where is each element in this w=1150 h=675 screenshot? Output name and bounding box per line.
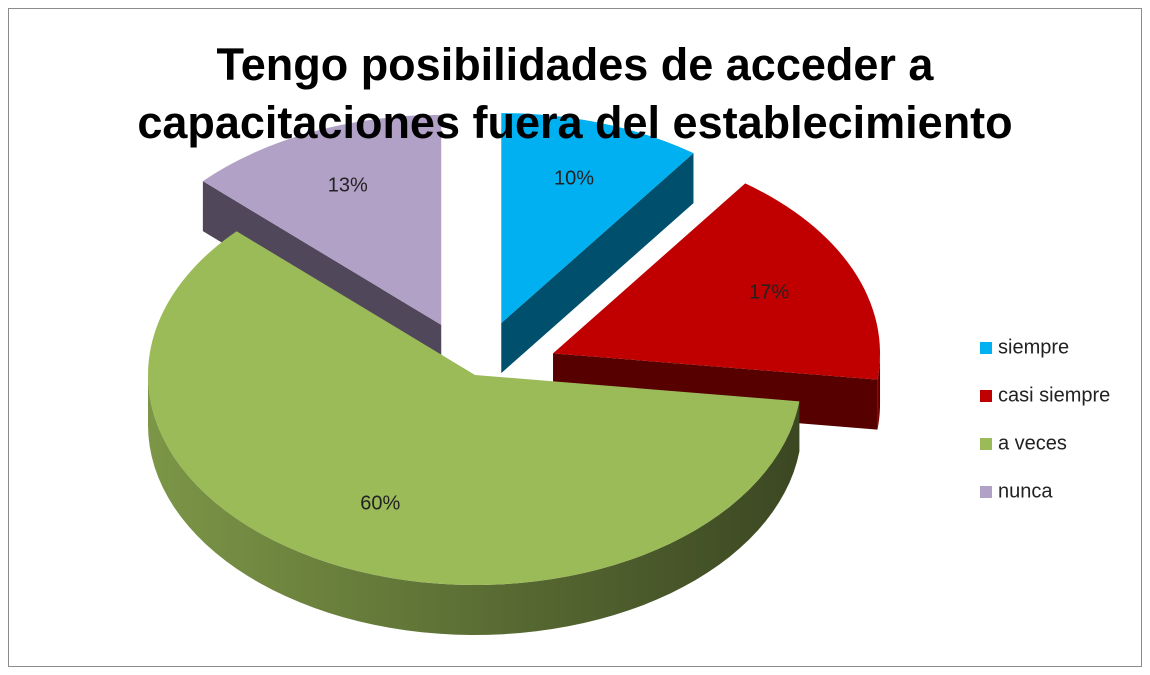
slice — [501, 113, 694, 324]
legend-label: a veces — [998, 432, 1067, 454]
legend-swatch — [980, 390, 992, 402]
legend-label: casi siempre — [998, 384, 1110, 406]
data-label: 13% — [328, 174, 368, 196]
slice — [202, 114, 442, 325]
legend-label: nunca — [998, 480, 1053, 502]
legend-swatch — [980, 342, 992, 354]
slice-outer-wall — [148, 375, 800, 635]
slice-side-wall — [501, 153, 694, 374]
data-label: 60% — [360, 492, 400, 514]
legend-label: siempre — [998, 336, 1069, 358]
chart-title: Tengo posibilidades de acceder a capacit… — [137, 39, 1013, 148]
slice-outer-wall — [877, 353, 881, 430]
pie: 10% 17% 60% 13% — [147, 113, 881, 635]
legend: siempre casi siempre a veces nunca — [980, 336, 1110, 502]
slice — [553, 183, 881, 380]
data-label: 17% — [749, 282, 789, 304]
slice — [147, 231, 800, 585]
legend-swatch — [980, 486, 992, 498]
data-label: 10% — [554, 168, 594, 190]
legend-swatch — [980, 438, 992, 450]
